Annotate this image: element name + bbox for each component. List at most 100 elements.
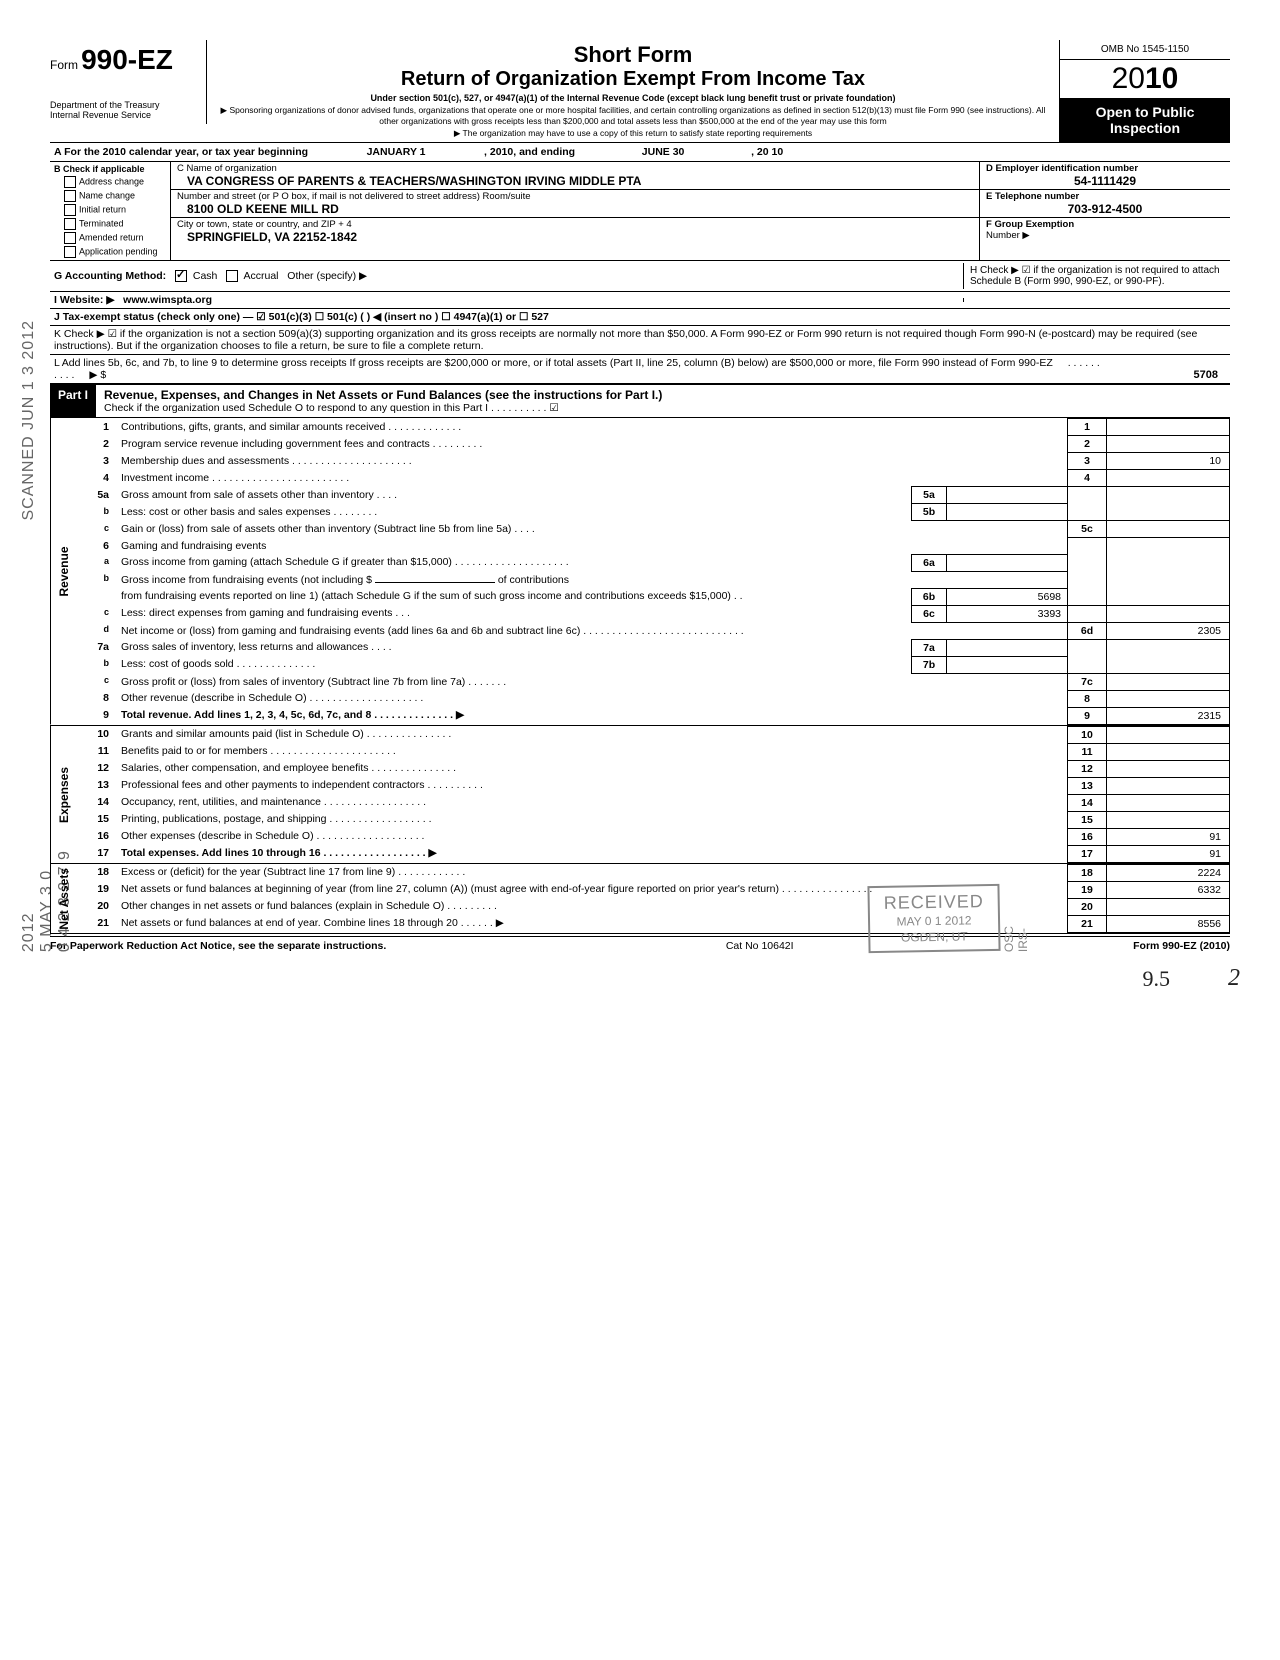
d-lbl: D Employer identification number: [986, 163, 1224, 174]
v6d: 2305: [1107, 622, 1230, 639]
netassets-section: Net Assets 18Excess or (deficit) for the…: [50, 864, 1230, 935]
signature-b: 2: [1228, 965, 1240, 992]
row-i: I Website: ▶ www.wimspta.org: [50, 292, 1230, 309]
l17: Total expenses. Add lines 10 through 16 …: [117, 845, 1068, 862]
checkbox-icon: [64, 232, 76, 244]
l15: Printing, publications, postage, and shi…: [117, 811, 1068, 828]
c-addr-cell: Number and street (or P O box, if mail i…: [171, 190, 979, 218]
b-opt-4[interactable]: Amended return: [50, 232, 170, 246]
v16: 91: [1107, 828, 1230, 845]
i-lbl: I Website: ▶: [54, 294, 114, 306]
received-stamp: RECEIVED MAY 0 1 2012 OGDEN, UT: [867, 884, 1000, 953]
a-suffix: , 20 10: [747, 146, 787, 158]
cash-checkbox[interactable]: [175, 270, 187, 282]
part1-desc: Revenue, Expenses, and Changes in Net As…: [96, 385, 1230, 417]
l-amount: 5708: [1108, 355, 1230, 383]
footer-mid: Cat No 10642I: [726, 940, 794, 952]
inspection-label: Inspection: [1064, 120, 1226, 136]
revenue-section: Revenue 1Contributions, gifts, grants, a…: [50, 418, 1230, 726]
l6b: Gross income from fundraising events (no…: [117, 571, 1068, 588]
f-lbl: F Group Exemption: [986, 219, 1224, 230]
c-addr-lbl: Number and street (or P O box, if mail i…: [177, 191, 973, 202]
j-text: J Tax-exempt status (check only one) — ☑…: [54, 311, 1226, 323]
form-prefix: Form: [50, 58, 78, 72]
l5c: Gain or (loss) from sale of assets other…: [117, 521, 1068, 538]
e-val: 703-912-4500: [986, 202, 1224, 216]
v21: 8556: [1107, 915, 1230, 932]
header-mid: Short Form Return of Organization Exempt…: [207, 40, 1059, 141]
b-opt-1[interactable]: Name change: [50, 190, 170, 204]
g-accrual: Accrual: [244, 270, 279, 282]
h-text: H Check ▶ ☑ if the organization is not r…: [963, 263, 1226, 289]
l5a: Gross amount from sale of assets other t…: [117, 487, 912, 504]
part1-header: Part I Revenue, Expenses, and Changes in…: [50, 384, 1230, 418]
expenses-section: Expenses 10Grants and similar amounts pa…: [50, 726, 1230, 864]
l6: Gaming and fundraising events: [117, 538, 1068, 555]
row-a: A For the 2010 calendar year, or tax yea…: [50, 143, 1230, 162]
expenses-body: 10Grants and similar amounts paid (list …: [77, 726, 1230, 863]
header-left: Form 990-EZ Department of the Treasury I…: [50, 40, 207, 124]
l7a: Gross sales of inventory, less returns a…: [117, 639, 912, 656]
part1-label: Part I: [50, 385, 96, 417]
l-text: L Add lines 5b, 6c, and 7b, to line 9 to…: [50, 355, 1108, 383]
netassets-body: 18Excess or (deficit) for the year (Subt…: [77, 864, 1230, 934]
c-name-lbl: C Name of organization: [177, 163, 973, 174]
l2: Program service revenue including govern…: [117, 436, 1068, 453]
form-number: 990-EZ: [81, 44, 173, 75]
note-2: ▶ The organization may have to use a cop…: [215, 128, 1051, 139]
l-arrow: ▶ $: [89, 369, 106, 381]
l6c: Less: direct expenses from gaming and fu…: [117, 605, 912, 622]
received-loc: OGDEN, UT: [884, 929, 984, 946]
l6d: Net income or (loss) from gaming and fun…: [117, 622, 1068, 639]
a-mid: , 2010, and ending: [480, 146, 579, 158]
b-opt-3[interactable]: Terminated: [50, 218, 170, 232]
b-title: B Check if applicable: [50, 162, 170, 176]
b-opt-0[interactable]: Address change: [50, 176, 170, 190]
section-bcdef: B Check if applicable Address change Nam…: [50, 162, 1230, 261]
note-1: ▶ Sponsoring organizations of donor advi…: [215, 105, 1051, 126]
form-header: Form 990-EZ Department of the Treasury I…: [50, 40, 1230, 143]
a-begin: JANUARY 1: [312, 146, 480, 158]
e-cell: E Telephone number 703-912-4500: [980, 190, 1230, 218]
l16: Other expenses (describe in Schedule O) …: [117, 828, 1068, 845]
v6c: 3393: [947, 605, 1068, 622]
l1: Contributions, gifts, grants, and simila…: [117, 419, 1068, 436]
l11: Benefits paid to or for members . . . . …: [117, 743, 1068, 760]
form-year: 2010: [1060, 60, 1230, 98]
l8: Other revenue (describe in Schedule O) .…: [117, 690, 1068, 707]
form-page: SCANNED JUN 1 3 2012 0 4 2 3 2 7 9 5 MAY…: [50, 40, 1230, 952]
revenue-label: Revenue: [50, 418, 77, 725]
row-gh: G Accounting Method: Cash Accrual Other …: [50, 261, 1230, 292]
col-b: B Check if applicable Address change Nam…: [50, 162, 171, 260]
h-cont: [963, 298, 1226, 302]
signature-a: 9.5: [1143, 966, 1171, 992]
l18: Excess or (deficit) for the year (Subtra…: [117, 864, 1068, 881]
b-opt-5[interactable]: Application pending: [50, 246, 170, 260]
l13: Professional fees and other payments to …: [117, 777, 1068, 794]
year-prefix: 20: [1112, 62, 1145, 95]
accrual-checkbox[interactable]: [226, 270, 238, 282]
l14: Occupancy, rent, utilities, and maintena…: [117, 794, 1068, 811]
a-text: A For the 2010 calendar year, or tax yea…: [50, 146, 312, 158]
g-lbl: G Accounting Method:: [54, 270, 166, 282]
part1-title: Revenue, Expenses, and Changes in Net As…: [104, 388, 1222, 402]
received-date: MAY 0 1 2012: [884, 914, 984, 931]
col-c: C Name of organization VA CONGRESS OF PA…: [171, 162, 979, 260]
l7c: Gross profit or (loss) from sales of inv…: [117, 673, 1068, 690]
c-city-val: SPRINGFIELD, VA 22152-1842: [177, 230, 973, 244]
omb-number: OMB No 1545-1150: [1060, 40, 1230, 60]
b-opt-2[interactable]: Initial return: [50, 204, 170, 218]
row-k: K Check ▶ ☑ if the organization is not a…: [50, 326, 1230, 355]
v17: 91: [1107, 845, 1230, 862]
c-name-cell: C Name of organization VA CONGRESS OF PA…: [171, 162, 979, 190]
footer-left: For Paperwork Reduction Act Notice, see …: [50, 940, 386, 952]
checkbox-icon: [64, 204, 76, 216]
c-city-cell: City or town, state or country, and ZIP …: [171, 218, 979, 245]
v18: 2224: [1107, 864, 1230, 881]
a-end: JUNE 30: [579, 146, 747, 158]
expenses-table: 10Grants and similar amounts paid (list …: [77, 726, 1230, 863]
g-cash: Cash: [193, 270, 218, 282]
netassets-table: 18Excess or (deficit) for the year (Subt…: [77, 864, 1230, 933]
year-bold: 10: [1145, 62, 1178, 95]
checkbox-icon: [64, 246, 76, 258]
